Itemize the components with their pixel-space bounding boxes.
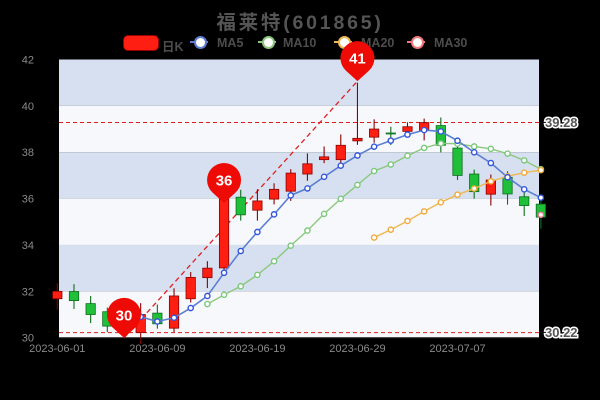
svg-text:2023-06-19: 2023-06-19 — [229, 343, 285, 355]
svg-text:2023-06-09: 2023-06-09 — [129, 343, 185, 355]
svg-text:2023-07-07: 2023-07-07 — [429, 343, 485, 355]
svg-text:2023-06-29: 2023-06-29 — [329, 343, 385, 355]
svg-text:2023-06-01: 2023-06-01 — [29, 343, 85, 355]
